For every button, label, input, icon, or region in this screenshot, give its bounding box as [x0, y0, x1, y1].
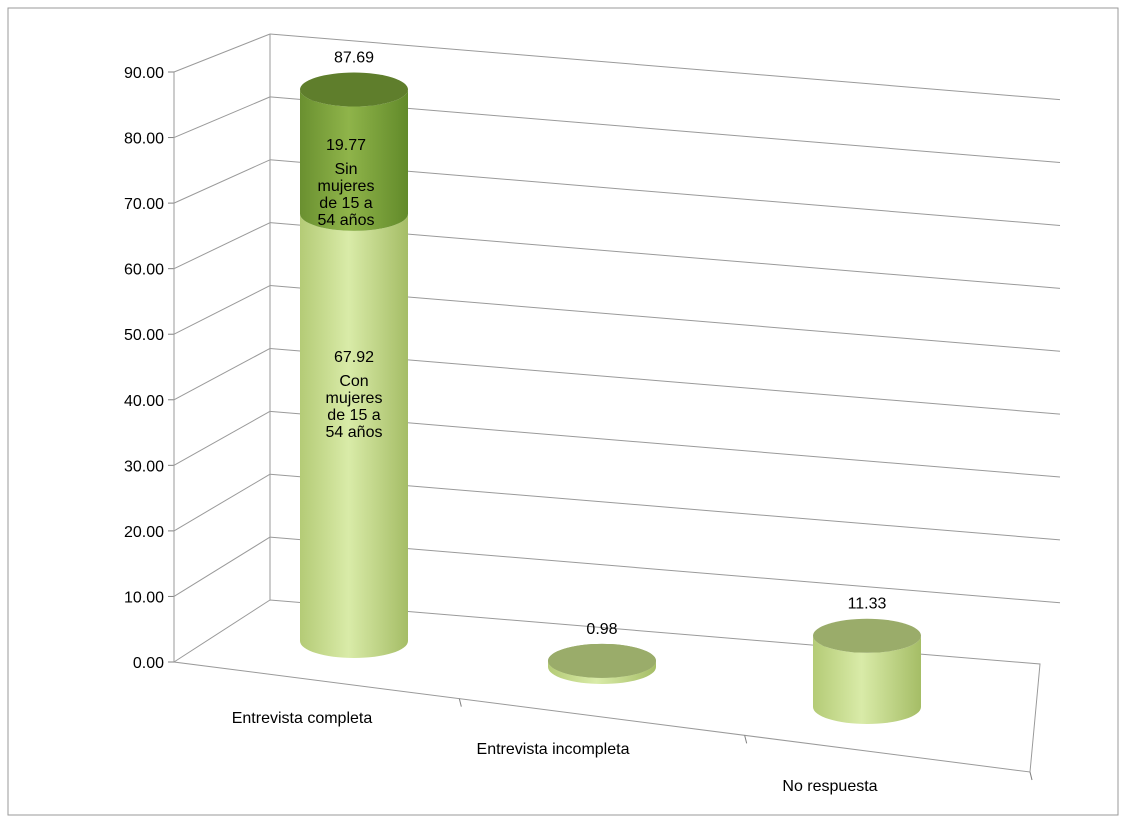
segment-value-label: 67.92: [334, 349, 374, 366]
total-label: 11.33: [848, 596, 887, 613]
y-tick-label: 20.00: [124, 524, 164, 541]
x-axis-tick-labels: Entrevista completa Entrevista incompleta…: [232, 710, 878, 795]
y-tick-label: 0.00: [133, 655, 164, 672]
gridline-side: [173, 348, 271, 401]
gridline-side: [173, 410, 271, 466]
bar-0-segment-con-body: [300, 213, 408, 658]
segment-name-label: de 15 a: [327, 407, 380, 424]
segment-name-label: mujeres: [318, 178, 375, 195]
gridline-side: [173, 222, 271, 270]
segment-name-label: Sin: [334, 161, 357, 178]
axes: [168, 34, 1033, 781]
y-tick-label: 60.00: [124, 262, 164, 279]
gridline-side: [173, 536, 271, 597]
bar-0-segment-sin-top: [300, 72, 408, 107]
back-wall: [270, 34, 1040, 664]
y-tick-label: 10.00: [124, 589, 164, 606]
x-tick-mark: [1029, 771, 1033, 781]
gridline-side: [173, 285, 271, 335]
segment-name-label: 54 años: [318, 212, 375, 229]
gridline-side: [173, 33, 271, 73]
x-tick-label: Entrevista completa: [232, 710, 373, 727]
bars: [300, 72, 921, 724]
y-tick-label: 80.00: [124, 131, 164, 148]
gridline-side: [173, 96, 271, 139]
y-tick-label: 70.00: [124, 196, 164, 213]
segment-value-label: 19.77: [326, 137, 366, 154]
bar-0-segment-sin-body: [300, 89, 408, 231]
gridline-back: [269, 33, 1061, 101]
total-label: 0.98: [586, 621, 617, 638]
x-tick-mark: [458, 698, 462, 707]
x-tick-label: Entrevista incompleta: [477, 741, 630, 758]
total-label: 87.69: [334, 50, 374, 67]
segment-name-label: de 15 a: [319, 195, 372, 212]
segment-name-label: mujeres: [326, 390, 383, 407]
y-axis-tick-labels: 0.00 10.00 20.00 30.00 40.00 50.00 60.00 70.00 8…: [124, 65, 164, 672]
bar-1-segment-con-body: [548, 660, 656, 684]
bar-2-segment-con-body: [813, 635, 921, 724]
y-tick-label: 50.00: [124, 327, 164, 344]
segment-name-label: 54 años: [326, 424, 383, 441]
bar-1-disc-top: [548, 643, 656, 678]
y-tick-label: 90.00: [124, 65, 164, 82]
bar-2-segment-con-top: [813, 618, 921, 653]
x-tick-mark: [744, 735, 748, 744]
gridline-side: [173, 473, 271, 532]
gridline-side: [173, 159, 271, 204]
segment-name-label: Con: [339, 373, 368, 390]
x-tick-label: No respuesta: [782, 778, 877, 795]
y-tick-label: 30.00: [124, 458, 164, 475]
y-tick-label: 40.00: [124, 393, 164, 410]
